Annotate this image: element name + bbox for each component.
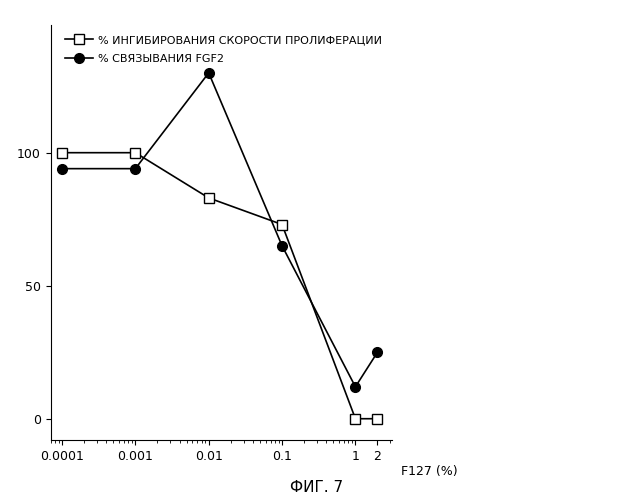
% ИНГИБИРОВАНИЯ СКОРОСТИ ПРОЛИФЕРАЦИИ bbox=[132, 150, 139, 156]
% ИНГИБИРОВАНИЯ СКОРОСТИ ПРОЛИФЕРАЦИИ bbox=[373, 416, 381, 422]
% СВЯЗЫВАНИЯ FGF2 bbox=[373, 349, 381, 355]
Line: % СВЯЗЫВАНИЯ FGF2: % СВЯЗЫВАНИЯ FGF2 bbox=[57, 68, 382, 392]
% СВЯЗЫВАНИЯ FGF2 bbox=[58, 166, 66, 172]
% ИНГИБИРОВАНИЯ СКОРОСТИ ПРОЛИФЕРАЦИИ bbox=[58, 150, 66, 156]
Text: F127 (%): F127 (%) bbox=[401, 465, 458, 478]
Legend: % ИНГИБИРОВАНИЯ СКОРОСТИ ПРОЛИФЕРАЦИИ, % СВЯЗЫВАНИЯ FGF2: % ИНГИБИРОВАНИЯ СКОРОСТИ ПРОЛИФЕРАЦИИ, %… bbox=[61, 30, 387, 68]
Line: % ИНГИБИРОВАНИЯ СКОРОСТИ ПРОЛИФЕРАЦИИ: % ИНГИБИРОВАНИЯ СКОРОСТИ ПРОЛИФЕРАЦИИ bbox=[57, 148, 382, 423]
Text: ФИГ. 7: ФИГ. 7 bbox=[290, 480, 343, 495]
% СВЯЗЫВАНИЯ FGF2 bbox=[205, 70, 213, 76]
% СВЯЗЫВАНИЯ FGF2 bbox=[351, 384, 359, 390]
% ИНГИБИРОВАНИЯ СКОРОСТИ ПРОЛИФЕРАЦИИ bbox=[351, 416, 359, 422]
% ИНГИБИРОВАНИЯ СКОРОСТИ ПРОЛИФЕРАЦИИ bbox=[279, 222, 286, 228]
% СВЯЗЫВАНИЯ FGF2 bbox=[132, 166, 139, 172]
% СВЯЗЫВАНИЯ FGF2 bbox=[279, 243, 286, 249]
% ИНГИБИРОВАНИЯ СКОРОСТИ ПРОЛИФЕРАЦИИ bbox=[205, 195, 213, 201]
